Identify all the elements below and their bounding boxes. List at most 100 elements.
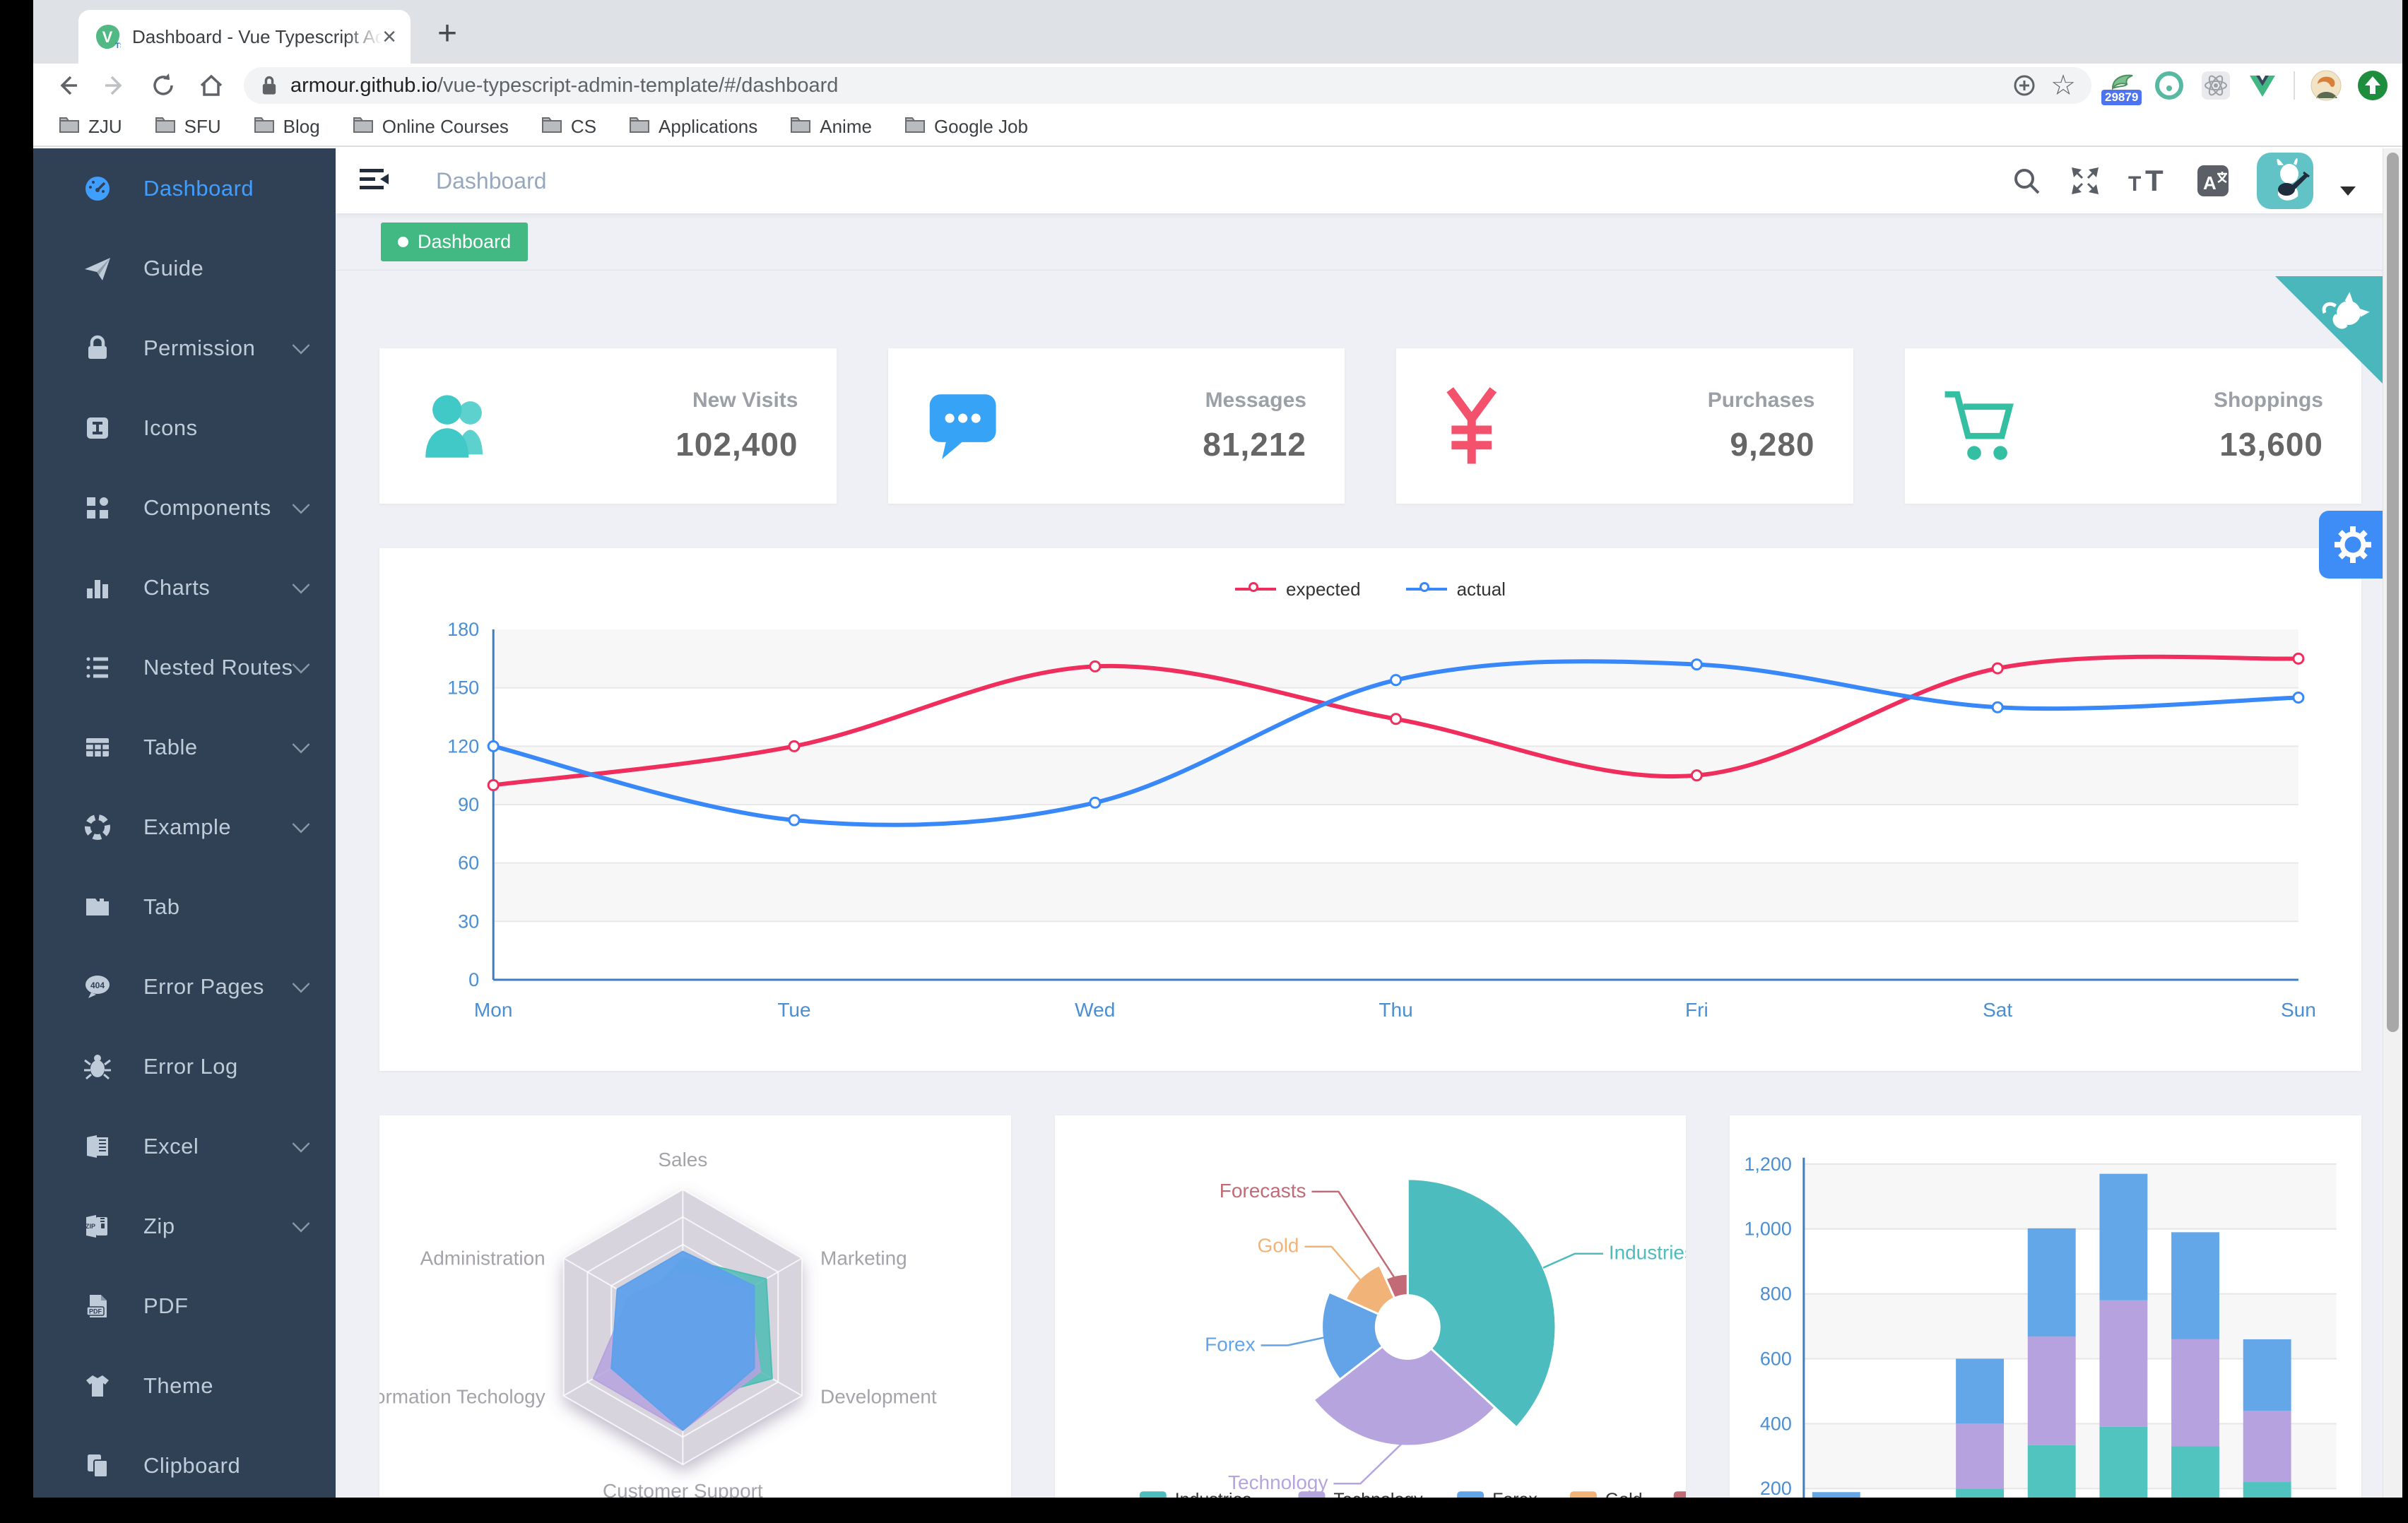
bookmark-star-icon[interactable]: ☆ (2050, 70, 2076, 101)
avatar-caret-icon[interactable] (2340, 186, 2356, 196)
sidebar-item-nested-routes[interactable]: Nested Routes (33, 627, 336, 707)
home-icon[interactable] (197, 71, 225, 100)
translate-icon[interactable]: A (2196, 164, 2230, 198)
stat-value: 102,400 (675, 426, 798, 463)
svg-text:Gold: Gold (1605, 1490, 1642, 1498)
sidebar-item-pdf[interactable]: PDF PDF (33, 1266, 336, 1346)
search-icon[interactable] (2011, 165, 2042, 196)
bookmark-item[interactable]: SFU (155, 115, 221, 138)
sidebar-item-clipboard[interactable]: Clipboard (33, 1426, 336, 1498)
stat-card-purchases[interactable]: Purchases 9,280 (1396, 348, 1853, 504)
svg-text:Forex: Forex (1205, 1333, 1255, 1355)
sidebar-item-guide[interactable]: Guide (33, 228, 336, 308)
sidebar-item-theme[interactable]: Theme (33, 1346, 336, 1426)
settings-button[interactable] (2319, 511, 2387, 579)
bookmark-item[interactable]: Google Job (904, 115, 1028, 138)
sidebar-item-error-pages[interactable]: 404 Error Pages (33, 947, 336, 1026)
scrollbar-thumb[interactable] (2387, 153, 2399, 1032)
url-text: armour.github.io/vue-typescript-admin-te… (290, 73, 839, 97)
gear-icon (2335, 526, 2371, 563)
folder-icon (59, 115, 80, 138)
stat-label: Messages (1205, 389, 1306, 412)
sidebar-item-tab[interactable]: Tab (33, 867, 336, 947)
stat-value: 81,212 (1203, 426, 1306, 463)
sidebar-item-label: Error Log (143, 1053, 238, 1079)
stat-card-shoppings[interactable]: Shoppings 13,600 (1904, 348, 2361, 504)
bottom-charts-row: Sales Administration formation Techology Cu… (379, 1115, 2361, 1498)
sidebar-item-error-log[interactable]: Error Log (33, 1026, 336, 1106)
sidebar-item-permission[interactable]: Permission (33, 308, 336, 388)
sidebar-item-table[interactable]: Table (33, 707, 336, 787)
legend-item-expected[interactable]: expected (1235, 579, 1361, 600)
folder-icon (155, 115, 176, 138)
page-scrollbar[interactable] (2383, 148, 2402, 1498)
svg-text:0: 0 (468, 969, 479, 990)
svg-text:Gold: Gold (1257, 1235, 1299, 1257)
hamburger-collapse-icon[interactable] (360, 167, 389, 194)
sidebar-item-charts[interactable]: Charts (33, 547, 336, 627)
browser-window: VTS Dashboard - Vue Typescript Ad × + ar… (33, 0, 2402, 1498)
sidebar-item-excel[interactable]: Excel (33, 1106, 336, 1186)
sidebar-item-icons[interactable]: Icons (33, 388, 336, 468)
github-corner-ribbon[interactable] (2275, 276, 2387, 388)
new-tab-button[interactable]: + (437, 15, 458, 52)
bookmark-item[interactable]: Applications (629, 115, 757, 138)
svg-text:ZIP: ZIP (85, 1223, 95, 1230)
bookmark-item[interactable]: ZJU (59, 115, 122, 138)
bookmark-item[interactable]: Blog (254, 115, 320, 138)
browser-update-icon[interactable] (2357, 70, 2388, 101)
circle-plus-icon[interactable] (2011, 72, 2038, 99)
tab-strip: VTS Dashboard - Vue Typescript Ad × + (33, 0, 2402, 64)
legend-marker (1405, 582, 1447, 596)
icons-icon (87, 417, 108, 439)
reload-icon[interactable] (149, 71, 177, 100)
legend-item-actual[interactable]: actual (1405, 578, 1506, 600)
stat-card-new-visits[interactable]: New Visits 102,400 (379, 348, 837, 504)
bookmark-item[interactable]: Anime (790, 115, 872, 138)
error-404-icon: 404 (85, 975, 110, 998)
bookmark-label: Applications (659, 115, 758, 137)
chevron-down-icon (292, 1134, 310, 1152)
sidebar-item-label: Guide (143, 255, 204, 280)
svg-text:Industries: Industries (1174, 1490, 1251, 1498)
user-avatar[interactable] (2257, 153, 2313, 209)
svg-text:1,200: 1,200 (1745, 1154, 1792, 1175)
sidebar-item-dashboard[interactable]: Dashboard (33, 148, 336, 228)
stat-card-messages[interactable]: Messages 81,212 (887, 348, 1345, 504)
folder-icon (254, 115, 275, 138)
excel-icon (87, 1134, 108, 1158)
pie-chart-card: IndustriesTechnologyForexGoldForecastsIn… (1054, 1115, 1687, 1498)
profile-avatar[interactable] (2310, 70, 2342, 101)
forward-icon[interactable] (101, 71, 129, 100)
tab-close-icon[interactable]: × (382, 23, 396, 50)
sidebar-item-zip[interactable]: ZIP Zip (33, 1186, 336, 1266)
extension-checker-icon[interactable]: 29879 (2101, 70, 2142, 105)
extension-circle-icon[interactable] (2154, 70, 2185, 101)
svg-text:200: 200 (1760, 1478, 1792, 1498)
bookmark-label: Blog (283, 115, 320, 137)
legend-label: expected (1286, 578, 1361, 600)
stat-value: 13,600 (2219, 426, 2323, 463)
fullscreen-icon[interactable] (2069, 165, 2101, 197)
back-icon[interactable] (53, 71, 81, 100)
extension-vue-icon[interactable] (2247, 70, 2278, 101)
legend-label: actual (1456, 578, 1506, 600)
toolbar-divider (2294, 71, 2295, 100)
stat-value: 9,280 (1730, 426, 1815, 463)
sidebar-item-example[interactable]: Example (33, 787, 336, 867)
legend-marker (1235, 582, 1277, 596)
browser-tab[interactable]: VTS Dashboard - Vue Typescript Ad × (78, 10, 411, 64)
bookmark-item[interactable]: Online Courses (353, 115, 509, 138)
svg-text:400: 400 (1760, 1413, 1792, 1434)
url-bar[interactable]: armour.github.io/vue-typescript-admin-te… (244, 67, 2091, 104)
bookmark-item[interactable]: CS (541, 115, 596, 138)
tag-dashboard[interactable]: Dashboard (381, 223, 529, 261)
chevron-down-icon (292, 975, 310, 992)
chevron-down-icon (292, 815, 310, 833)
vue-typescript-favicon: VTS (95, 24, 125, 50)
extension-react-icon[interactable] (2200, 70, 2231, 101)
sidebar-item-components[interactable]: Components (33, 468, 336, 547)
